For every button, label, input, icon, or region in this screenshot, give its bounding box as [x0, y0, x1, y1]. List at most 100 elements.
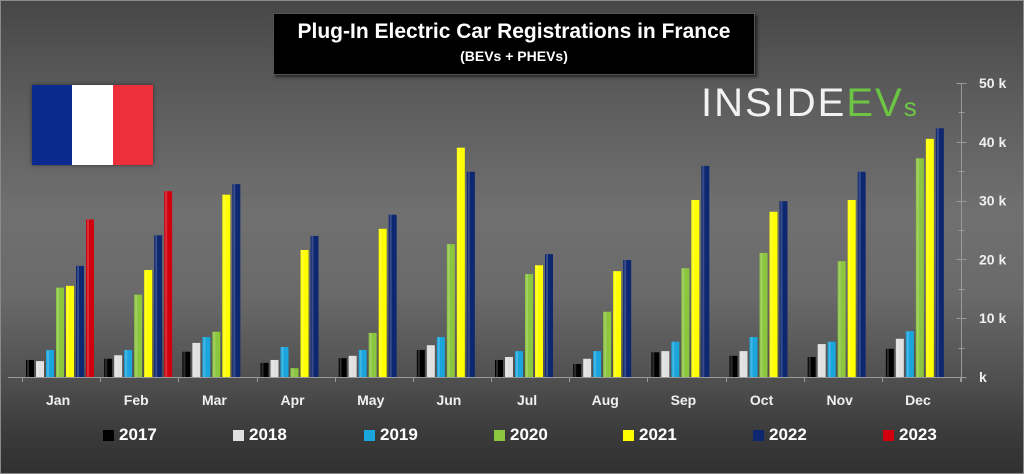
bar-highlight — [67, 285, 69, 377]
y-tick-label: 20 k — [979, 251, 1006, 267]
insideevs-logo: INSIDEEVs — [701, 81, 919, 125]
bar-2021-Aug — [613, 271, 622, 377]
bar-2023-Jan — [86, 219, 94, 377]
bar-2021-Feb — [144, 269, 153, 377]
bar-highlight — [916, 158, 919, 377]
bar-2018-May — [348, 355, 357, 377]
logo-text-inside: INSIDE — [701, 81, 847, 125]
bar-highlight — [183, 351, 186, 377]
x-tick-label: Dec — [905, 392, 931, 408]
bar-2021-Jun — [456, 147, 465, 377]
bar-highlight — [311, 235, 314, 377]
bar-highlight — [105, 358, 108, 377]
bar-highlight — [662, 351, 665, 377]
bar-2018-Apr — [270, 359, 279, 377]
bar-2018-Jul — [505, 357, 513, 377]
legend-swatch — [753, 429, 764, 441]
bar-2019-Dec — [905, 331, 914, 377]
bar-highlight — [740, 351, 743, 377]
bar-highlight — [818, 344, 821, 377]
bar-highlight — [349, 355, 352, 377]
bar-highlight — [574, 364, 577, 377]
bar-2021-Mar — [222, 194, 231, 377]
bar-highlight — [692, 200, 695, 377]
bar-2021-Oct — [769, 211, 778, 377]
bar-highlight — [155, 235, 158, 377]
bar-2022-Nov — [857, 171, 866, 377]
bar-2021-Nov — [847, 200, 856, 377]
bar-highlight — [437, 337, 440, 377]
bar-2017-Apr — [260, 362, 269, 377]
bar-2022-Jun — [466, 171, 475, 377]
legend-swatch — [233, 429, 244, 441]
bar-2020-Jan — [56, 287, 64, 377]
bar-highlight — [213, 331, 216, 377]
y-tick-label: 40 k — [979, 134, 1006, 150]
bar-highlight — [652, 352, 655, 377]
bar-2020-Oct — [759, 252, 768, 377]
bar-2021-Jan — [66, 285, 74, 377]
bar-highlight — [886, 348, 889, 377]
x-tick-labels: Jan Feb Mar Apr May Jun Jul Aug Sep Oct Nov Dec — [46, 392, 931, 408]
bar-2018-Sep — [661, 351, 670, 377]
legend-label: 2023 — [899, 425, 937, 444]
bar-2023-Feb — [164, 191, 173, 377]
legend-label: 2022 — [769, 425, 807, 444]
legend-swatch — [623, 429, 634, 441]
x-tick-label: Oct — [750, 392, 774, 408]
legend-swatch — [364, 429, 375, 441]
legend-label: 2020 — [510, 425, 548, 444]
flag-stripe-red — [112, 85, 153, 165]
bar-highlight — [604, 311, 607, 377]
legend-item-2022: 2022 — [753, 425, 807, 445]
bar-2021-Apr — [300, 249, 309, 377]
bar-2019-Jun — [436, 337, 445, 377]
bar-highlight — [682, 268, 685, 377]
bar-2020-Aug — [603, 311, 612, 377]
bar-highlight — [77, 265, 79, 377]
bar-highlight — [730, 355, 733, 377]
y-tick-label: k — [979, 369, 987, 385]
bar-2022-Jan — [76, 265, 84, 377]
bars-layer — [26, 128, 944, 377]
x-tick-label: May — [357, 392, 384, 408]
bar-2017-Sep — [651, 352, 660, 377]
bar-2020-Jul — [525, 274, 533, 377]
bar-2022-Sep — [701, 165, 710, 377]
bar-highlight — [359, 349, 362, 377]
bar-2021-Jul — [535, 265, 543, 377]
legend-item-2018: 2018 — [233, 425, 287, 445]
bar-2020-Sep — [681, 268, 690, 377]
bar-2020-May — [368, 332, 377, 377]
bar-highlight — [291, 368, 294, 377]
bar-2022-Mar — [232, 184, 241, 377]
bar-highlight — [624, 259, 627, 377]
bar-2017-Feb — [104, 358, 113, 377]
bar-highlight — [281, 347, 284, 377]
logo-text-ev: EV — [846, 81, 904, 125]
bar-highlight — [37, 361, 39, 377]
bar-highlight — [838, 261, 841, 377]
legend-label: 2019 — [380, 425, 418, 444]
chart-subtitle: (BEVs + PHEVs) — [460, 48, 568, 64]
bar-2017-Dec — [885, 348, 894, 377]
bar-2019-Nov — [827, 341, 836, 377]
bar-2022-Aug — [623, 259, 632, 377]
bar-highlight — [223, 194, 226, 377]
x-tick-label: Nov — [827, 392, 854, 408]
flag-stripe-blue — [32, 85, 73, 165]
x-tick-label: Aug — [592, 392, 619, 408]
bar-2020-Jun — [446, 244, 455, 377]
bar-2019-Feb — [124, 349, 133, 377]
bar-highlight — [369, 332, 372, 377]
legend-item-2021: 2021 — [623, 425, 677, 445]
bar-highlight — [389, 214, 392, 377]
bar-highlight — [516, 351, 518, 377]
bar-highlight — [526, 274, 528, 377]
bar-2018-Jan — [36, 361, 44, 377]
legend-item-2017: 2017 — [103, 425, 157, 445]
legend-swatch — [103, 429, 114, 441]
logo-text-s: s — [903, 92, 919, 122]
bar-2021-May — [378, 228, 387, 377]
legend-item-2023: 2023 — [883, 425, 937, 445]
